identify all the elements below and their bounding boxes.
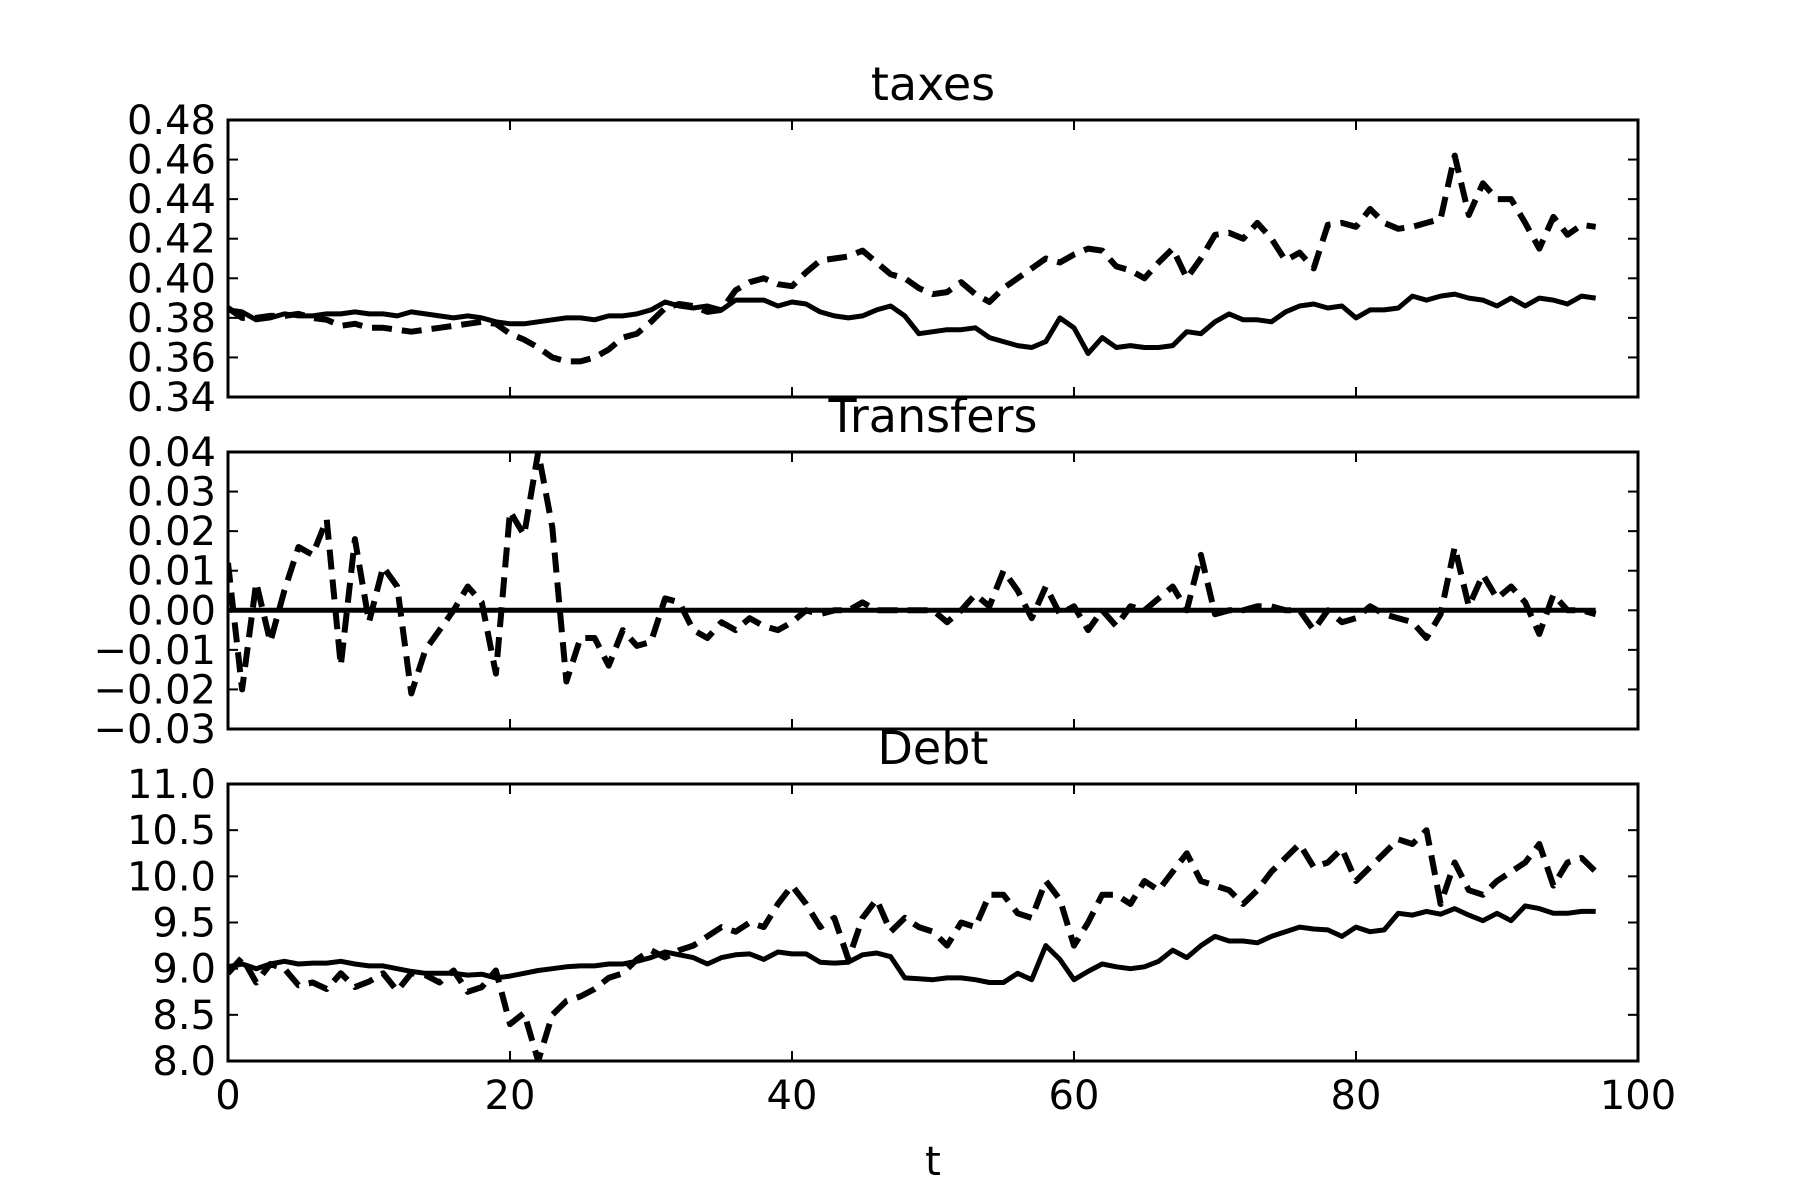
y-tick-label-debt: 8.0 <box>152 1039 216 1085</box>
series-line-taxes-dashed <box>228 152 1597 365</box>
y-tick-label-transfers: 0.04 <box>127 430 216 476</box>
axes-frame-transfers <box>226 450 1640 731</box>
y-tick-label-transfers: 0.03 <box>127 470 216 516</box>
y-tick-label-debt: 9.5 <box>152 901 216 947</box>
y-tick-label-taxes: 0.48 <box>127 98 216 144</box>
series-group-taxes <box>228 152 1597 365</box>
panel-taxes: taxes 0.340.360.380.400.420.440.460.48 <box>127 57 1640 421</box>
plot-area-taxes: 0.340.360.380.400.420.440.460.48 <box>127 98 1640 421</box>
y-tick-label-transfers: −0.01 <box>93 628 216 674</box>
y-tick-label-transfers: −0.03 <box>93 707 216 753</box>
panel-title-debt: Debt <box>878 721 989 775</box>
y-tick-label-debt: 10.5 <box>127 808 216 854</box>
plot-area-transfers: −0.03−0.02−0.010.000.010.020.030.04 <box>93 430 1640 753</box>
x-tick-label-debt: 20 <box>485 1073 536 1119</box>
x-tick-label-debt: 80 <box>1331 1073 1382 1119</box>
y-tick-label-taxes: 0.34 <box>127 375 216 421</box>
y-tick-label-taxes: 0.38 <box>127 296 216 342</box>
y-tick-label-taxes: 0.36 <box>127 335 216 381</box>
x-tick-label-debt: 40 <box>767 1073 818 1119</box>
y-tick-label-taxes: 0.44 <box>127 177 216 223</box>
x-tick-label-debt: 100 <box>1600 1073 1676 1119</box>
panel-transfers: Transfers −0.03−0.02−0.010.000.010.020.0… <box>93 389 1640 753</box>
panel-title-taxes: taxes <box>871 57 995 111</box>
y-tick-label-transfers: −0.02 <box>93 667 216 713</box>
y-tick-label-transfers: 0.02 <box>127 509 216 555</box>
y-tick-label-debt: 10.0 <box>127 854 216 900</box>
series-group-debt <box>228 827 1598 1061</box>
series-line-taxes-solid <box>228 291 1597 356</box>
x-tick-label-debt: 60 <box>1049 1073 1100 1119</box>
axes-frame-taxes <box>226 118 1640 399</box>
y-tick-label-transfers: 0.01 <box>127 549 216 595</box>
series-group-transfers <box>228 452 1597 697</box>
y-tick-label-debt: 11.0 <box>127 762 216 808</box>
y-tick-label-transfers: 0.00 <box>127 588 216 634</box>
y-tick-label-taxes: 0.40 <box>127 256 216 302</box>
series-line-transfers-dashed <box>228 452 1597 697</box>
panel-debt: Debt 0 20 40 60 80 100 8.08.59.09.510.010.511.… <box>127 721 1676 1119</box>
y-tick-label-debt: 8.5 <box>152 993 216 1039</box>
x-tick-label-debt: 0 <box>215 1073 240 1119</box>
y-tick-label-taxes: 0.42 <box>127 217 216 263</box>
series-line-debt-dashed <box>228 827 1598 1061</box>
x-axis-label: t <box>925 1139 941 1185</box>
plot-area-debt: 0 20 40 60 80 100 8.08.59.09.510.010.511.0 <box>127 762 1676 1119</box>
y-tick-label-debt: 9.0 <box>152 947 216 993</box>
panel-title-transfers: Transfers <box>828 389 1038 443</box>
y-tick-label-taxes: 0.46 <box>127 138 216 184</box>
